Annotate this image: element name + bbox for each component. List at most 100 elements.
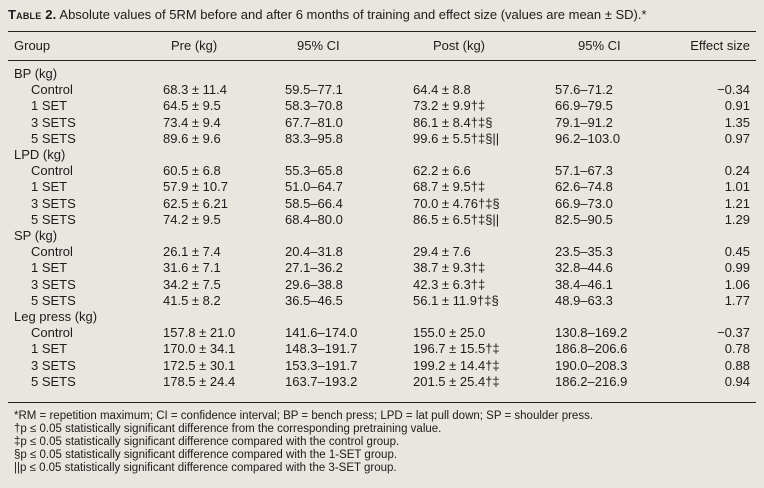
cell-effect-size: 1.29 (724, 212, 750, 227)
section-title: BP (kg) (14, 66, 58, 81)
cell-effect-size: 0.91 (724, 98, 750, 113)
cell-ci-pre: 51.0–64.7 (285, 179, 343, 194)
cell-pre: 68.3 ± 11.4 (163, 82, 227, 97)
cell-post: 196.7 ± 15.5†‡ (413, 341, 500, 356)
cell-ci-post: 57.1–67.3 (555, 163, 613, 178)
cell-effect-size: 0.24 (724, 163, 750, 178)
cell-post: 155.0 ± 25.0 (413, 325, 486, 340)
cell-post: 56.1 ± 11.9†‡§ (413, 293, 499, 308)
cell-ci-post: 48.9–63.3 (555, 293, 613, 308)
cell-ci-post: 186.2–216.9 (555, 374, 628, 389)
cell-ci-pre: 67.7–81.0 (285, 115, 343, 130)
cell-post: 38.7 ± 9.3†‡ (413, 260, 486, 275)
cell-post: 86.5 ± 6.5†‡§|| (413, 212, 500, 227)
table-row: 3 SETS 62.5 ± 6.21 58.5–66.4 70.0 ± 4.76†‡§… (0, 195, 764, 212)
cell-pre: 74.2 ± 9.5 (163, 212, 221, 227)
cell-ci-pre: 36.5–46.5 (285, 293, 343, 308)
cell-group: 5 SETS (31, 293, 76, 308)
header-ci-post: 95% CI (578, 38, 621, 53)
cell-post: 73.2 ± 9.9†‡ (413, 98, 486, 113)
cell-ci-pre: 163.7–193.2 (285, 374, 358, 389)
header-ci-pre: 95% CI (297, 38, 340, 53)
cell-group: 5 SETS (31, 131, 76, 146)
table-row: 5 SETS 178.5 ± 24.4 163.7–193.2 201.5 ± 25.… (0, 373, 764, 390)
cell-ci-pre: 83.3–95.8 (285, 131, 343, 146)
cell-effect-size: −0.37 (717, 325, 750, 340)
header-rule (8, 60, 756, 61)
cell-pre: 178.5 ± 24.4 (163, 374, 236, 389)
cell-ci-pre: 20.4–31.8 (285, 244, 343, 259)
cell-ci-post: 130.8–169.2 (555, 325, 628, 340)
cell-pre: 170.0 ± 34.1 (163, 341, 236, 356)
header-effect-size: Effect size (690, 38, 750, 53)
header-group: Group (14, 38, 51, 53)
cell-effect-size: 1.35 (724, 115, 750, 130)
cell-group: 5 SETS (31, 212, 76, 227)
table-caption-text: Absolute values of 5RM before and after … (59, 7, 647, 22)
footnote: *RM = repetition maximum; CI = confidenc… (14, 410, 594, 422)
cell-effect-size: 1.77 (724, 293, 750, 308)
cell-pre: 157.8 ± 21.0 (163, 325, 236, 340)
cell-group: 3 SETS (31, 358, 76, 373)
cell-effect-size: 0.78 (724, 341, 750, 356)
header-pre: Pre (kg) (171, 38, 218, 53)
cell-pre: 57.9 ± 10.7 (163, 179, 228, 194)
top-rule (8, 31, 756, 32)
table-row: 1 SET 57.9 ± 10.7 51.0–64.7 68.7 ± 9.5†‡ 62.… (0, 178, 764, 195)
section-title-row: BP (kg) (0, 65, 764, 82)
cell-pre: 62.5 ± 6.21 (163, 196, 228, 211)
cell-post: 29.4 ± 7.6 (413, 244, 471, 259)
cell-pre: 172.5 ± 30.1 (163, 358, 236, 373)
cell-ci-pre: 68.4–80.0 (285, 212, 343, 227)
cell-pre: 89.6 ± 9.6 (163, 131, 221, 146)
table-row: Control 157.8 ± 21.0 141.6–174.0 155.0 ± 25… (0, 324, 764, 341)
cell-ci-pre: 59.5–77.1 (285, 82, 343, 97)
cell-post: 201.5 ± 25.4†‡ (413, 374, 500, 389)
cell-post: 99.6 ± 5.5†‡§|| (413, 131, 500, 146)
bottom-rule (8, 402, 756, 403)
cell-effect-size: −0.34 (717, 82, 750, 97)
cell-group: 3 SETS (31, 115, 76, 130)
cell-effect-size: 0.88 (724, 358, 750, 373)
section-title-row: LPD (kg) (0, 146, 764, 163)
cell-group: 5 SETS (31, 374, 76, 389)
footnote: §p ≤ 0.05 statistically significant diff… (14, 449, 398, 461)
cell-ci-post: 82.5–90.5 (555, 212, 613, 227)
cell-group: 1 SET (31, 341, 68, 356)
cell-effect-size: 0.94 (724, 374, 750, 389)
cell-ci-pre: 27.1–36.2 (285, 260, 343, 275)
section-title: Leg press (kg) (14, 309, 98, 324)
cell-group: Control (31, 325, 73, 340)
cell-post: 199.2 ± 14.4†‡ (413, 358, 500, 373)
table-row: Control 60.5 ± 6.8 55.3–65.8 62.2 ± 6.6 57.1… (0, 162, 764, 179)
cell-pre: 26.1 ± 7.4 (163, 244, 221, 259)
cell-pre: 60.5 ± 6.8 (163, 163, 221, 178)
cell-ci-post: 190.0–208.3 (555, 358, 628, 373)
cell-ci-post: 66.9–79.5 (555, 98, 613, 113)
cell-effect-size: 1.06 (724, 277, 750, 292)
cell-ci-pre: 29.6–38.8 (285, 277, 343, 292)
cell-ci-pre: 148.3–191.7 (285, 341, 358, 356)
table-row: 3 SETS 73.4 ± 9.4 67.7–81.0 86.1 ± 8.4†‡§ 79… (0, 114, 764, 131)
cell-ci-post: 32.8–44.6 (555, 260, 613, 275)
section-title-row: SP (kg) (0, 227, 764, 244)
cell-post: 68.7 ± 9.5†‡ (413, 179, 486, 194)
cell-ci-post: 23.5–35.3 (555, 244, 613, 259)
cell-pre: 64.5 ± 9.5 (163, 98, 221, 113)
cell-ci-post: 96.2–103.0 (555, 131, 621, 146)
cell-effect-size: 1.01 (724, 179, 750, 194)
cell-effect-size: 1.21 (724, 196, 750, 211)
table-row: 5 SETS 41.5 ± 8.2 36.5–46.5 56.1 ± 11.9†‡§ 4… (0, 292, 764, 309)
cell-group: Control (31, 163, 73, 178)
table-row: Control 68.3 ± 11.4 59.5–77.1 64.4 ± 8.8 57.… (0, 81, 764, 98)
cell-group: Control (31, 244, 73, 259)
table-caption: Table 2. Absolute values of 5RM before a… (8, 7, 758, 23)
cell-effect-size: 0.99 (724, 260, 750, 275)
cell-post: 62.2 ± 6.6 (413, 163, 471, 178)
cell-effect-size: 0.97 (724, 131, 750, 146)
cell-ci-post: 38.4–46.1 (555, 277, 613, 292)
cell-post: 86.1 ± 8.4†‡§ (413, 115, 493, 130)
cell-ci-pre: 58.5–66.4 (285, 196, 343, 211)
section-title-row: Leg press (kg) (0, 308, 764, 325)
